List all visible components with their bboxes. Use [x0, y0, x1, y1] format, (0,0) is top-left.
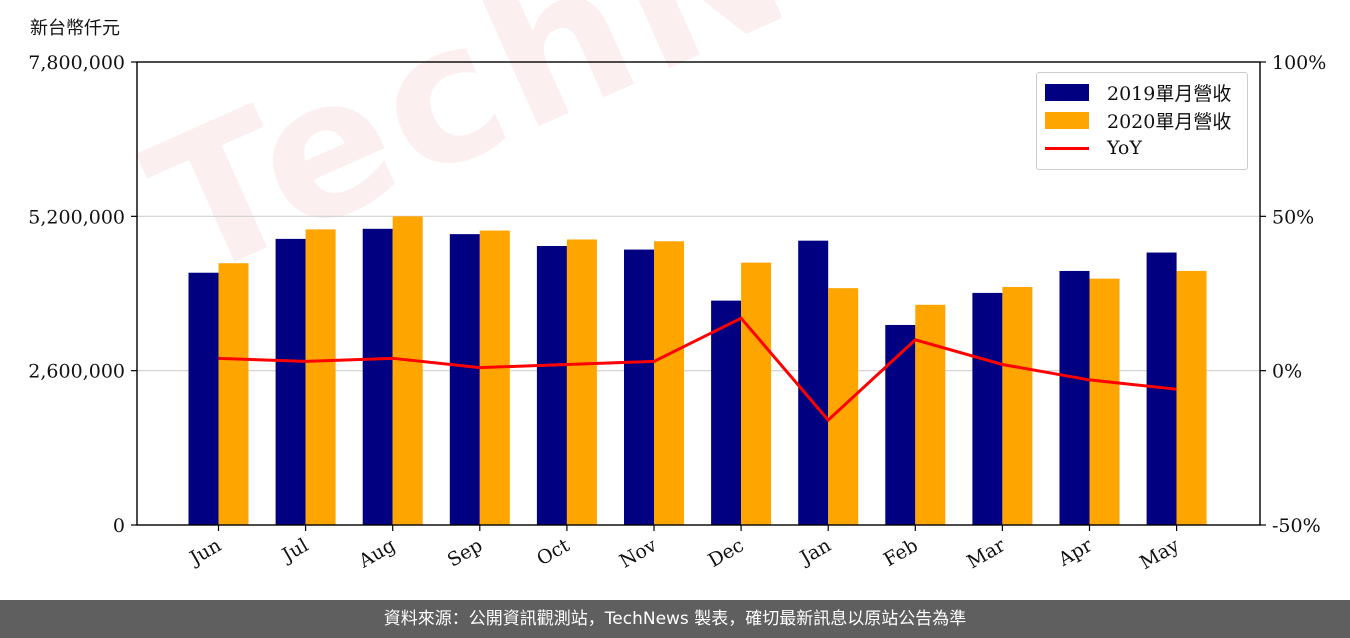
- y2-tick-label: 0%: [1272, 361, 1302, 383]
- x-tick-label: Nov: [616, 534, 661, 573]
- y-tick-label: 0: [113, 515, 125, 537]
- legend-label-2019: 2019單月營收: [1107, 82, 1232, 105]
- y-tick-label: 5,200,000: [28, 206, 125, 228]
- legend: 2019單月營收 2020單月營收 YoY: [1036, 72, 1248, 170]
- bar-2019: [362, 228, 393, 526]
- legend-item-yoy: YoY: [1045, 135, 1142, 161]
- x-tick-label: Sep: [444, 534, 487, 571]
- y2-tick-label: 50%: [1272, 206, 1314, 228]
- x-tick-label: Jul: [277, 534, 312, 567]
- legend-item-2019: 2019單月營收: [1045, 79, 1231, 105]
- bar-2019: [1059, 270, 1090, 525]
- y2-tick-label: 100%: [1272, 52, 1326, 74]
- bar-2019: [275, 238, 306, 525]
- y-tick-label: 7,800,000: [28, 52, 125, 74]
- legend-swatch-2020: [1045, 111, 1089, 129]
- bar-2020: [392, 216, 423, 526]
- bar-2019: [798, 240, 829, 525]
- bar-2019: [536, 246, 567, 525]
- source-footer: 資料來源：公開資訊觀測站，TechNews 製表，確切最新訊息以原站公告為準: [0, 600, 1350, 638]
- bar-2019: [972, 292, 1003, 525]
- x-tick-label: Jan: [795, 534, 835, 570]
- bar-2020: [305, 229, 336, 525]
- bar-2020: [479, 230, 510, 526]
- bar-2020: [1002, 286, 1033, 525]
- bar-2020: [915, 304, 946, 525]
- legend-label-yoy: YoY: [1107, 137, 1142, 159]
- x-tick-label: Dec: [704, 534, 747, 572]
- yoy-line: [218, 316, 1177, 423]
- bar-2019: [188, 272, 219, 525]
- bar-2019: [449, 234, 480, 525]
- bar-2020: [741, 262, 772, 525]
- bar-2019: [711, 300, 742, 525]
- legend-line-yoy: [1045, 146, 1089, 150]
- x-tick-label: Feb: [880, 534, 922, 571]
- x-tick-label: Jun: [184, 534, 225, 570]
- x-tick-label: Oct: [533, 534, 574, 570]
- y2-tick-label: -50%: [1272, 515, 1321, 537]
- bar-2020: [218, 263, 249, 525]
- legend-item-2020: 2020單月營收: [1045, 107, 1231, 133]
- bar-line-chart: 0 2,600,000 5,200,000 7,800,000 -50% 0% 50% 100…: [28, 52, 1326, 574]
- x-tick-label: Apr: [1054, 534, 1097, 571]
- bar-2019: [624, 249, 654, 526]
- x-tick-label: May: [1136, 534, 1183, 574]
- bar-2020: [1089, 278, 1120, 525]
- plot-frame: [136, 61, 1261, 526]
- x-tick-label: Mar: [963, 534, 1009, 573]
- y-axis-unit-label: 新台幣仟元: [30, 18, 120, 39]
- legend-swatch-2019: [1045, 83, 1089, 101]
- bar-2020: [1176, 270, 1207, 525]
- x-tick-label: Aug: [354, 534, 399, 573]
- y-tick-label: 2,600,000: [28, 361, 125, 383]
- bar-2020: [654, 241, 684, 525]
- bar-2020: [566, 239, 597, 525]
- bar-2019: [885, 324, 916, 525]
- legend-label-2020: 2020單月營收: [1107, 110, 1232, 133]
